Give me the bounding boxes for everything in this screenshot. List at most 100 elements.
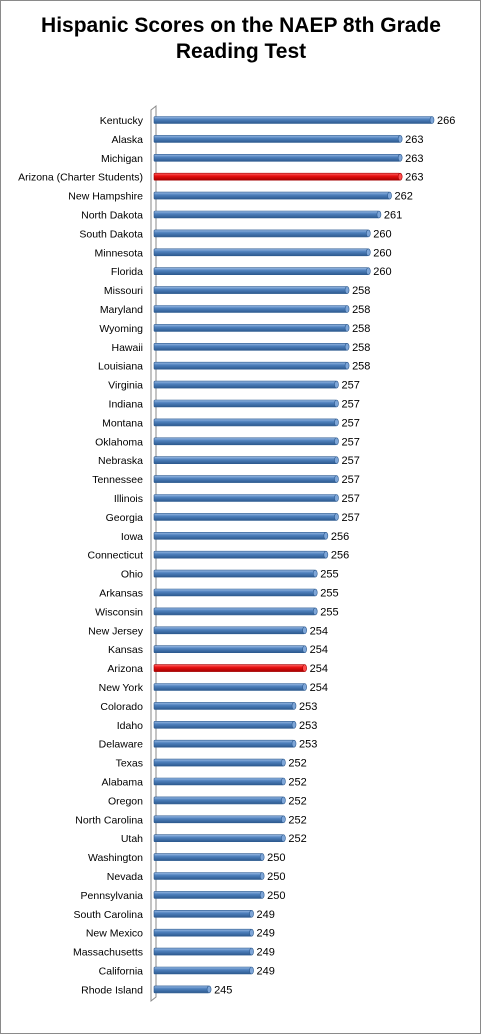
category-label: Georgia: [106, 512, 144, 524]
bar: [153, 796, 284, 805]
bar-end-cap: [312, 569, 318, 578]
bar-end-cap: [259, 891, 265, 899]
value-label: 257: [341, 436, 359, 448]
category-label: Alabama: [102, 777, 144, 789]
bar: [153, 739, 295, 748]
category-label: Pennsylvania: [81, 890, 144, 902]
bar-end-cap: [397, 154, 403, 162]
bar: [153, 985, 210, 994]
value-label: 258: [352, 285, 370, 297]
category-label: South Dakota: [79, 228, 143, 240]
bar-end-cap: [281, 777, 286, 786]
bar: [153, 494, 337, 502]
category-label: Colorado: [100, 701, 143, 713]
value-label: 255: [320, 569, 338, 581]
bar-end-cap: [302, 645, 307, 654]
category-label: Nebraska: [98, 455, 143, 467]
value-label: 254: [310, 625, 328, 637]
value-label: 257: [341, 399, 359, 411]
value-label: 253: [299, 701, 317, 713]
value-label: 254: [310, 663, 328, 675]
value-label: 250: [267, 852, 285, 864]
bar-end-cap: [259, 872, 265, 880]
bar-end-cap: [291, 702, 297, 710]
bar-end-cap: [334, 475, 339, 483]
category-label: Montana: [102, 417, 143, 429]
bar-end-cap: [376, 210, 382, 219]
category-label: New York: [99, 682, 144, 694]
bar: [153, 248, 369, 257]
bar-end-cap: [323, 531, 329, 540]
bar: [153, 305, 348, 313]
category-label: Kansas: [108, 644, 143, 656]
category-label: Delaware: [99, 739, 144, 751]
category-label: New Mexico: [86, 928, 143, 940]
category-label: Virginia: [108, 380, 143, 392]
bar-end-cap: [334, 494, 339, 502]
bar-end-cap: [334, 418, 339, 427]
category-label: Oregon: [108, 795, 143, 807]
value-label: 249: [257, 928, 275, 940]
value-label: 258: [352, 304, 370, 316]
bar: [153, 154, 401, 162]
bar-end-cap: [344, 286, 350, 294]
value-label: 252: [288, 777, 306, 789]
category-label: California: [99, 966, 144, 978]
bar: [153, 891, 263, 899]
bar-end-cap: [291, 720, 297, 729]
value-label: 263: [405, 134, 423, 146]
value-label: 260: [373, 228, 391, 240]
value-label: 258: [352, 342, 370, 354]
value-label: 263: [405, 172, 423, 184]
value-label: 252: [288, 833, 306, 845]
bar: [153, 720, 295, 729]
bar-end-cap: [281, 758, 286, 767]
bar-end-cap: [387, 191, 392, 200]
category-label: Maryland: [100, 304, 143, 316]
category-label: Alaska: [111, 134, 143, 146]
value-label: 257: [341, 380, 359, 392]
category-label: Texas: [116, 758, 143, 770]
labels-layer: Kentucky 266 Alaska 263 Michigan 263 Arizona (…: [18, 115, 455, 996]
bar: [153, 683, 305, 691]
bar: [153, 399, 337, 408]
bar: [153, 626, 305, 635]
category-label: Massachusetts: [73, 947, 143, 959]
value-label: 250: [267, 890, 285, 902]
chart-title: Hispanic Scores on the NAEP 8th Grade Re…: [41, 14, 441, 63]
bar-end-cap: [312, 588, 318, 597]
category-label: Arizona (Charter Students): [18, 172, 143, 184]
category-label: Rhode Island: [81, 984, 143, 996]
bar: [153, 777, 284, 786]
category-label: Iowa: [121, 531, 143, 543]
bar-end-cap: [366, 229, 371, 238]
category-label: Louisiana: [98, 361, 143, 373]
value-label: 262: [395, 191, 413, 203]
bar-end-cap: [249, 947, 254, 956]
category-label: North Carolina: [75, 814, 143, 826]
category-label: Washington: [88, 852, 143, 864]
bar: [153, 607, 316, 616]
category-label: Minnesota: [95, 247, 144, 259]
value-label: 249: [257, 947, 275, 959]
bar-end-cap: [206, 985, 212, 994]
bar: [153, 947, 252, 956]
bar: [153, 380, 337, 389]
bar-end-cap: [429, 116, 435, 124]
category-label: Nevada: [107, 871, 143, 883]
value-label: 252: [288, 795, 306, 807]
bar-end-cap: [281, 815, 286, 824]
value-label: 253: [299, 739, 317, 751]
bar: [153, 702, 295, 710]
bar-end-cap: [366, 267, 371, 276]
value-label: 250: [267, 871, 285, 883]
category-label: Illinois: [114, 493, 143, 505]
bar-end-cap: [302, 664, 307, 672]
category-label: Indiana: [109, 399, 144, 411]
bar: [153, 872, 263, 880]
bar: [153, 210, 380, 219]
category-label: Wyoming: [99, 323, 143, 335]
bar: [153, 513, 337, 521]
bar: [153, 588, 316, 597]
